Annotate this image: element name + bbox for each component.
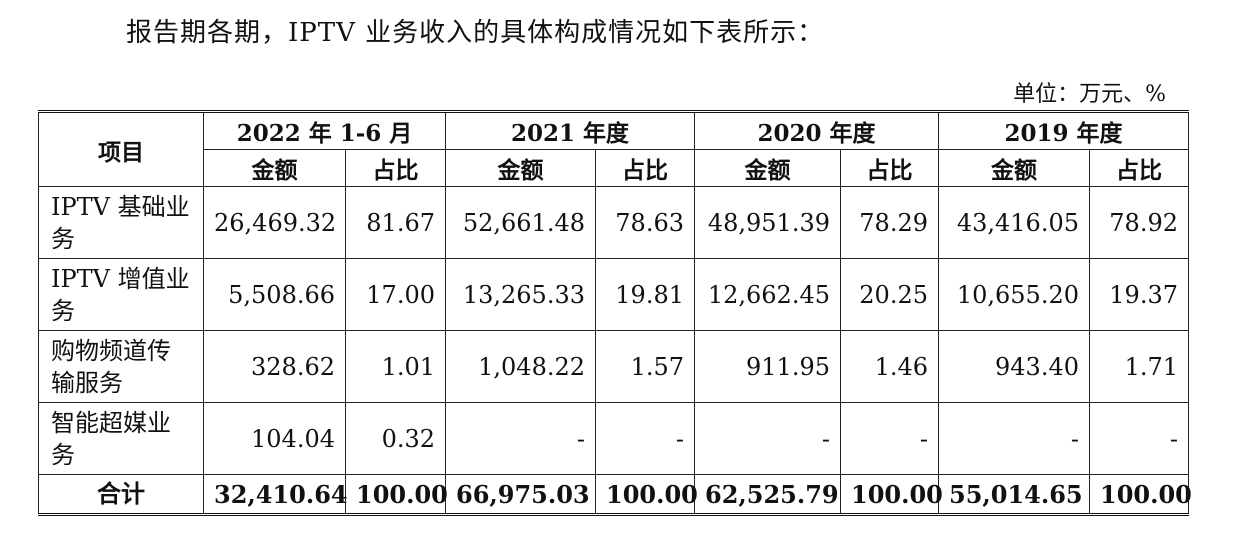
cell: 5,508.66 — [203, 258, 346, 331]
cell: 328.62 — [203, 330, 346, 403]
cell: - — [694, 402, 841, 475]
cell: 78.92 — [1089, 186, 1189, 259]
cell: 1.01 — [345, 330, 446, 403]
cell: 19.81 — [595, 258, 695, 331]
total-cell: 62,525.79 — [694, 474, 841, 516]
cell: 12,662.45 — [694, 258, 841, 331]
header-row-periods: 项目 2022 年 1-6 月 2021 年度 2020 年度 2019 年度 — [38, 110, 1189, 187]
unit-label: 单位：万元、% — [1013, 82, 1166, 107]
total-cell: 66,975.03 — [445, 474, 596, 516]
period-header: 2021 年度 — [445, 110, 695, 150]
intro-text: 报告期各期，IPTV 业务收入的具体构成情况如下表所示： — [126, 18, 825, 48]
cell: 19.37 — [1089, 258, 1189, 331]
ratio-header: 占比 — [345, 149, 446, 187]
cell: 1.71 — [1089, 330, 1189, 403]
period-header: 2020 年度 — [694, 110, 939, 150]
revenue-composition-table: 项目 2022 年 1-6 月 2021 年度 2020 年度 2019 年度 … — [38, 110, 1192, 516]
total-label: 合计 — [38, 474, 204, 516]
cell: 52,661.48 — [445, 186, 596, 259]
cell: 26,469.32 — [203, 186, 346, 259]
period-header: 2019 年度 — [938, 110, 1189, 150]
cell: 48,951.39 — [694, 186, 841, 259]
cell: - — [840, 402, 939, 475]
cell: 43,416.05 — [938, 186, 1090, 259]
cell: 20.25 — [840, 258, 939, 331]
cell: 10,655.20 — [938, 258, 1090, 331]
table-row: IPTV 基础业务 26,469.32 81.67 52,661.48 78.6… — [38, 186, 1189, 259]
amount-header: 金额 — [938, 149, 1090, 187]
header-row-metrics: 金额 占比 金额 占比 金额 占比 金额 占比 — [39, 149, 1189, 187]
table-row: 智能超媒业务 104.04 0.32 - - - - - - — [38, 402, 1189, 475]
cell: - — [595, 402, 695, 475]
row-label: IPTV 基础业务 — [38, 186, 204, 259]
table-row: 购物频道传输服务 328.62 1.01 1,048.22 1.57 911.9… — [38, 330, 1189, 403]
total-cell: 100.00 — [345, 474, 448, 516]
row-label: IPTV 增值业务 — [38, 258, 204, 331]
cell: 943.40 — [938, 330, 1090, 403]
amount-header: 金额 — [203, 149, 346, 187]
ratio-header: 占比 — [595, 149, 695, 187]
cell: 911.95 — [694, 330, 841, 403]
row-label: 购物频道传输服务 — [38, 330, 204, 403]
table-row: IPTV 增值业务 5,508.66 17.00 13,265.33 19.81… — [38, 258, 1189, 331]
cell: 1.46 — [840, 330, 939, 403]
total-cell: 100.00 — [1089, 474, 1192, 516]
cell: 81.67 — [345, 186, 446, 259]
row-label: 智能超媒业务 — [38, 402, 204, 475]
total-cell: 100.00 — [595, 474, 698, 516]
cell: - — [445, 402, 596, 475]
amount-header: 金额 — [694, 149, 841, 187]
total-cell: 55,014.65 — [938, 474, 1090, 516]
ratio-header: 占比 — [840, 149, 939, 187]
cell: 78.63 — [595, 186, 695, 259]
cell: 13,265.33 — [445, 258, 596, 331]
cell: 1.57 — [595, 330, 695, 403]
cell: 78.29 — [840, 186, 939, 259]
total-row: 合计 32,410.64 100.00 66,975.03 100.00 62,… — [38, 474, 1192, 516]
cell: 0.32 — [345, 402, 446, 475]
ratio-header: 占比 — [1089, 149, 1189, 187]
total-cell: 100.00 — [840, 474, 943, 516]
cell: 17.00 — [345, 258, 446, 331]
amount-header: 金额 — [445, 149, 596, 187]
cell: - — [1089, 402, 1189, 475]
cell: 1,048.22 — [445, 330, 596, 403]
period-header: 2022 年 1-6 月 — [203, 110, 446, 150]
total-cell: 32,410.64 — [203, 474, 348, 516]
cell: 104.04 — [203, 402, 346, 475]
cell: - — [938, 402, 1090, 475]
item-header: 项目 — [38, 110, 204, 187]
